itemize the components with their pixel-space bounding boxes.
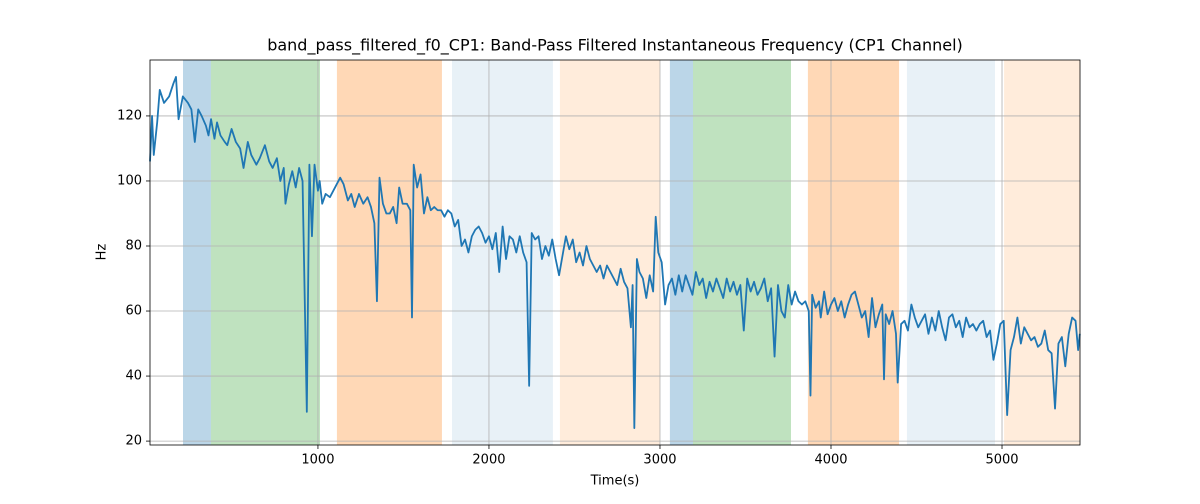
x-axis-label: Time(s) (590, 474, 640, 489)
y-tick-label: 60 (125, 304, 142, 319)
x-tick-label: 3000 (643, 453, 676, 468)
x-tick-label: 2000 (472, 453, 505, 468)
y-tick-label: 100 (117, 173, 142, 188)
shaded-span (807, 60, 900, 445)
shaded-span (559, 60, 660, 445)
plot (149, 76, 1081, 429)
shaded-span (210, 60, 320, 445)
shaded-span (336, 60, 442, 445)
axes: 1000 2000 3000 4000 5000 20 40 60 80 100 120 (117, 108, 1018, 467)
shaded-span (906, 60, 996, 445)
y-tick-label: 120 (117, 108, 142, 123)
y-axis-label: Hz (95, 244, 110, 261)
y-tick-label: 20 (125, 434, 142, 449)
plot-frame (149, 59, 1081, 446)
x-tick-label: 5000 (985, 453, 1018, 468)
shaded-span (1004, 60, 1080, 445)
x-tick-label: 1000 (301, 453, 334, 468)
data-line (149, 76, 1081, 429)
y-tick-label: 80 (125, 238, 142, 253)
chart-title: band_pass_filtered_f0_CP1: Band-Pass Fil… (267, 36, 963, 56)
shaded-span (669, 60, 693, 445)
shaded-span (452, 60, 553, 445)
y-tick-label: 40 (125, 369, 142, 384)
shaded-span (692, 60, 791, 445)
x-tick-label: 4000 (814, 453, 847, 468)
